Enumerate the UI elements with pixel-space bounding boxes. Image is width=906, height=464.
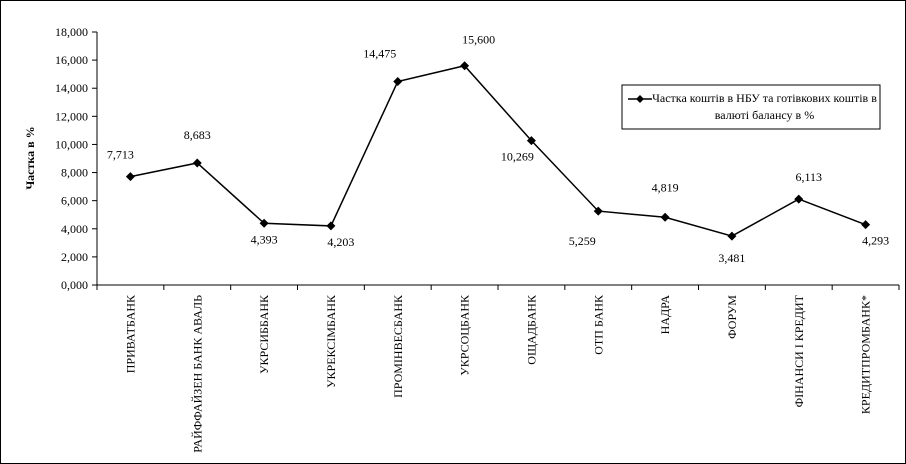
point-marker bbox=[593, 206, 603, 216]
data-label: 15,600 bbox=[462, 33, 495, 47]
y-tick-label: 4,000 bbox=[61, 222, 88, 236]
y-tick-label: 12,000 bbox=[55, 109, 88, 123]
y-tick-label: 14,000 bbox=[55, 81, 88, 95]
data-label: 5,259 bbox=[569, 234, 596, 248]
point-marker bbox=[727, 231, 737, 241]
data-label: 14,475 bbox=[363, 47, 396, 61]
x-tick-label: ПРОМІНВЕСБАНК bbox=[391, 294, 405, 398]
x-tick-label: ПРИВАТБАНК bbox=[123, 294, 137, 373]
point-marker bbox=[125, 172, 135, 182]
data-label: 4,393 bbox=[251, 232, 278, 246]
y-tick-label: 10,000 bbox=[55, 137, 88, 151]
point-marker bbox=[660, 212, 670, 222]
legend-marker bbox=[636, 95, 644, 103]
y-tick-label: 18,000 bbox=[55, 25, 88, 39]
x-tick-label: ОТП БАНК bbox=[591, 294, 605, 355]
point-marker bbox=[393, 77, 403, 87]
y-tick-label: 16,000 bbox=[55, 53, 88, 67]
point-marker bbox=[794, 194, 804, 204]
x-tick-label: ОЩАДБАНК bbox=[524, 294, 538, 365]
data-label: 6,113 bbox=[795, 170, 822, 184]
data-label: 7,713 bbox=[107, 148, 134, 162]
x-tick-label: ФОРУМ bbox=[725, 295, 739, 339]
x-tick-label: КРЕДИТПРОМБАНК* bbox=[859, 295, 873, 414]
data-label: 8,683 bbox=[184, 128, 211, 142]
y-tick-label: 2,000 bbox=[61, 250, 88, 264]
x-tick-label: ФІНАНСИ І КРЕДИТ bbox=[792, 294, 806, 407]
y-tick-label: 6,000 bbox=[61, 194, 88, 208]
x-tick-label: РАЙФФАЙЗЕН БАНК АВАЛЬ bbox=[190, 295, 204, 453]
data-label: 4,293 bbox=[862, 234, 889, 248]
point-marker bbox=[259, 218, 269, 228]
x-tick-label: УКРЕКСІМБАНК bbox=[324, 294, 338, 388]
y-axis-title: Частка в % bbox=[23, 126, 37, 189]
data-label: 3,481 bbox=[718, 251, 745, 265]
legend-box bbox=[621, 84, 881, 130]
x-tick-label: УКРСИББАНК bbox=[257, 294, 271, 374]
point-marker bbox=[526, 136, 536, 146]
data-label: 4,203 bbox=[327, 235, 354, 249]
point-marker bbox=[861, 220, 871, 230]
y-tick-label: 0,000 bbox=[61, 278, 88, 292]
data-label: 4,819 bbox=[652, 180, 679, 194]
y-tick-label: 8,000 bbox=[61, 166, 88, 180]
point-marker bbox=[192, 158, 202, 168]
series-line bbox=[130, 64, 866, 237]
point-marker bbox=[326, 221, 336, 231]
x-tick-label: УКРСОЦБАНК bbox=[458, 294, 472, 376]
point-marker bbox=[460, 61, 470, 71]
legend-label: Частка коштів в НБУ та готівкових коштів… bbox=[652, 91, 877, 122]
data-label: 10,269 bbox=[501, 150, 534, 164]
x-tick-label: НАДРА bbox=[658, 295, 672, 335]
